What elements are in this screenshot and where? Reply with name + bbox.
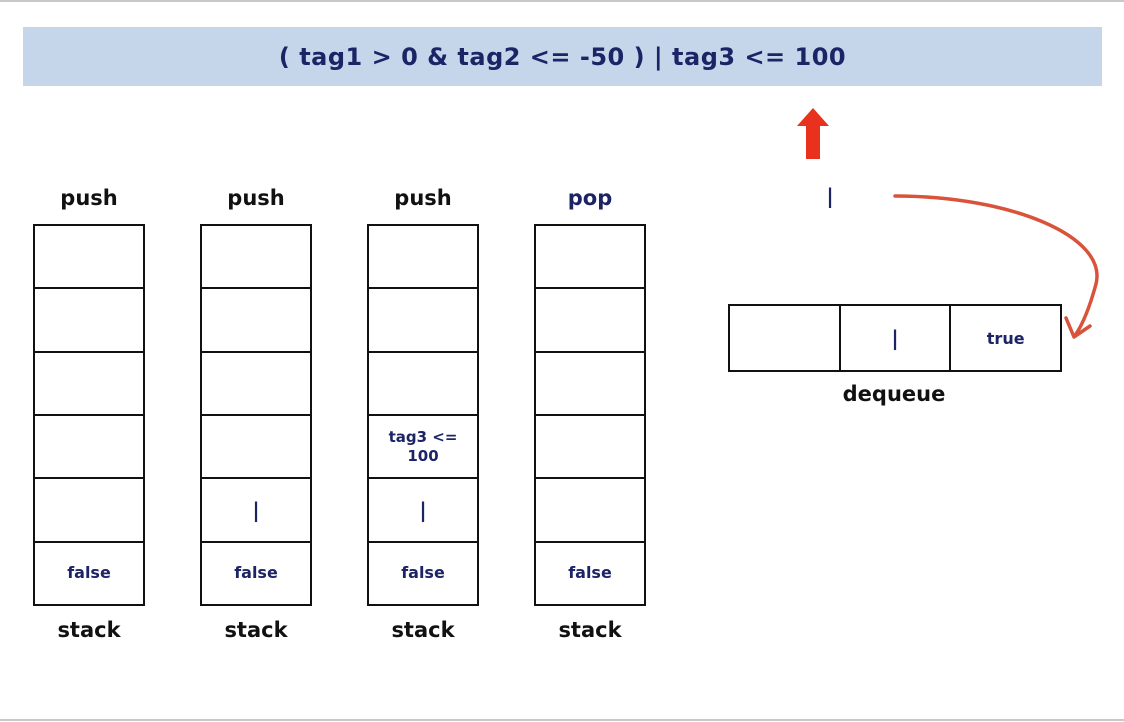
dequeue-box: | true: [728, 304, 1062, 372]
top-rule: [0, 0, 1124, 2]
stack-cell: false: [202, 540, 310, 604]
dequeue-label: dequeue: [842, 382, 946, 406]
up-arrow-icon: [797, 108, 829, 159]
dequeue-cell: [730, 306, 839, 370]
stack-cell: [369, 287, 477, 350]
stack-column: false: [33, 224, 145, 606]
dequeue-cell: |: [838, 306, 950, 370]
stack-name-label: stack: [558, 618, 622, 642]
stack-cell: false: [369, 540, 477, 604]
stack-cell: false: [536, 540, 644, 604]
stack-cell: [35, 287, 143, 350]
stack-cell: [202, 287, 310, 350]
stack-op-label: pop: [567, 186, 613, 210]
stack-column: tag3 <= 100 | false: [367, 224, 479, 606]
stack-name-label: stack: [391, 618, 455, 642]
expression-banner: ( tag1 > 0 & tag2 <= -50 ) | tag3 <= 100: [23, 27, 1102, 86]
stack-column: | false: [200, 224, 312, 606]
stack-op-label: push: [60, 186, 118, 210]
stack-cell: [35, 350, 143, 414]
stack-column: false: [534, 224, 646, 606]
stack-name-label: stack: [224, 618, 288, 642]
stack-cell: [536, 287, 644, 350]
stack-cell: [202, 350, 310, 414]
stack-cell: |: [369, 477, 477, 540]
stack-cell: [35, 413, 143, 477]
bottom-rule: [0, 719, 1124, 721]
dequeue-cell: true: [949, 306, 1060, 370]
stack-cell: tag3 <= 100: [369, 413, 477, 477]
stack-cell: [369, 350, 477, 414]
stack-cell: [536, 477, 644, 540]
stack-op-label: push: [394, 186, 452, 210]
stack-cell: false: [35, 540, 143, 604]
stack-name-label: stack: [57, 618, 121, 642]
stack-cell: [536, 350, 644, 414]
stack-cell: [202, 413, 310, 477]
stack-cell: [35, 477, 143, 540]
stack-cell: |: [202, 477, 310, 540]
stack-op-label: push: [227, 186, 285, 210]
popped-operator: |: [826, 184, 834, 208]
stack-cell: [536, 413, 644, 477]
